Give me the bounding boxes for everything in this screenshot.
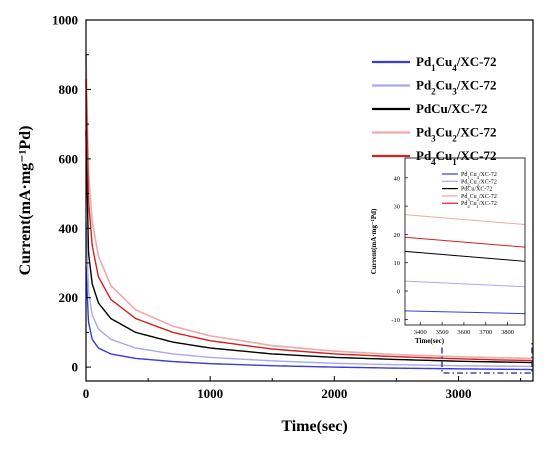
series-line-2 — [85, 131, 534, 364]
y-tick-label-3: 600 — [59, 151, 79, 166]
y-tick-label-1: 200 — [59, 290, 79, 305]
inset-y-tick-label-5: 40 — [394, 175, 401, 182]
legend-label-3: Pd3Cu2/XC-72 — [416, 125, 497, 144]
series-line-0 — [85, 266, 534, 371]
inset-legend-label-1: Pd2Cu3/XC-72 — [461, 179, 497, 187]
y-tick-label-5: 1000 — [52, 13, 78, 28]
series-line-3 — [85, 54, 534, 360]
inset-x-tick-label-0: 3400 — [414, 329, 427, 336]
inset-legend-label-3: Pd3Cu2/XC-72 — [461, 194, 497, 202]
y-tick-label-0: 0 — [72, 360, 79, 375]
x-axis-title: Time(sec) — [281, 418, 347, 435]
inset-x-tick-label-3: 3700 — [479, 329, 492, 336]
inset-frame — [404, 157, 526, 326]
inset-background — [348, 152, 530, 346]
inset-y-axis-title: Current(mA·mg⁻¹Pd) — [370, 208, 378, 274]
inset-y-tick-label-0: -10 — [391, 317, 400, 324]
x-tick-label-1: 1000 — [197, 386, 223, 401]
inset-series-line-1 — [404, 280, 526, 288]
y-tick-label-2: 400 — [59, 221, 79, 236]
inset-y-tick-label-2: 10 — [394, 260, 401, 267]
x-tick-label-2: 2000 — [321, 386, 347, 401]
legend-label-1: Pd2Cu3/XC-72 — [416, 78, 497, 97]
plot-frame — [85, 19, 534, 382]
series-line-1 — [85, 221, 534, 368]
legend-label-0: Pd1Cu4/XC-72 — [416, 54, 497, 73]
inset-series-line-4 — [404, 236, 526, 248]
inset-legend-label-0: Pd1Cu4/XC-72 — [461, 172, 497, 180]
series-line-4 — [85, 79, 534, 362]
inset-x-axis-title: Time(sec) — [415, 337, 445, 345]
inset-x-tick-label-4: 3800 — [501, 329, 514, 336]
inset-y-tick-label-4: 30 — [394, 204, 401, 211]
x-tick-label-0: 0 — [83, 386, 90, 401]
inset-y-tick-label-3: 20 — [394, 232, 401, 239]
y-axis-title: Current(mA·mg⁻¹Pd) — [17, 126, 34, 276]
legend-label-4: Pd4Cu1/XC-72 — [416, 148, 497, 167]
inset-series-line-0 — [404, 310, 526, 315]
inset-x-tick-label-2: 3600 — [457, 329, 470, 336]
inset-y-tick-label-1: 0 — [397, 289, 400, 296]
inset-legend-label-2: PdCu/XC-72 — [461, 187, 492, 193]
inset-legend-label-4: Pd4Cu1/XC-72 — [461, 201, 497, 209]
inset-plot-area: 3400 3500 3600 3700 3800 -10 0 10 20 30 40 Time(sec… — [348, 152, 530, 346]
inset-x-tick-label-1: 3500 — [436, 329, 449, 336]
inset-series-line-3 — [404, 214, 526, 226]
y-tick-label-4: 800 — [59, 82, 79, 97]
main-legend: Pd1Cu4/XC-72 Pd2Cu3/XC-72 PdCu/XC-72 Pd3Cu2… — [372, 54, 497, 167]
inset-series-line-2 — [404, 250, 526, 262]
x-tick-label-3: 3000 — [446, 386, 472, 401]
legend-label-2: PdCu/XC-72 — [416, 101, 488, 116]
